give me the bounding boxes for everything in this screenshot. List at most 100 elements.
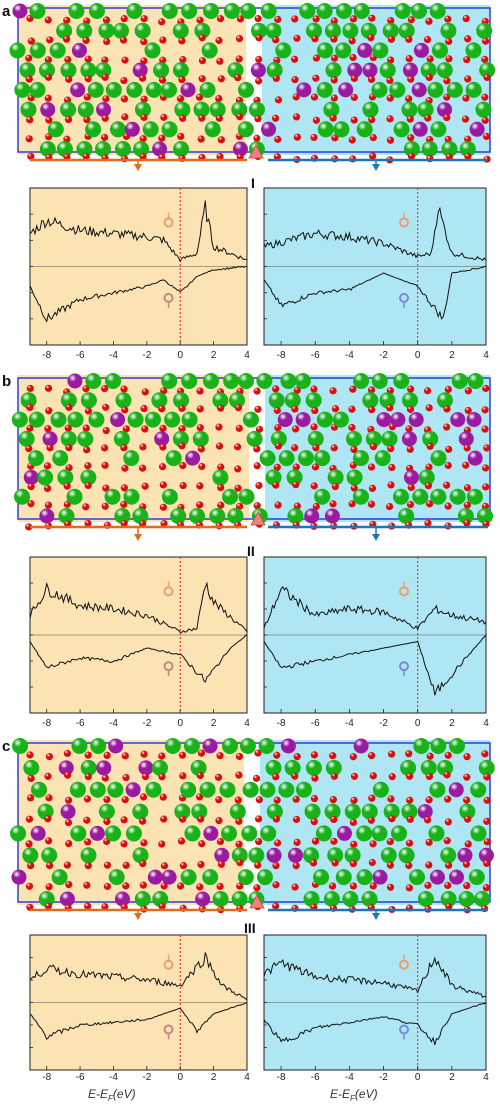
x-tick-label: -4 — [345, 718, 354, 729]
atom-small — [483, 796, 491, 804]
atom-small — [329, 752, 337, 760]
atom-large — [76, 22, 93, 39]
atom-small — [45, 407, 53, 415]
atom-large — [123, 450, 140, 467]
atom-small — [328, 882, 337, 890]
x-tick-label: 4 — [244, 350, 250, 361]
atom-small — [387, 56, 395, 64]
atom-small — [312, 74, 320, 82]
atom-large — [398, 847, 415, 864]
atom-small — [158, 405, 166, 413]
x-tick-label: 4 — [244, 718, 250, 729]
atom-small — [83, 795, 92, 803]
x-tick-label: -8 — [277, 350, 286, 361]
atom-large — [333, 121, 350, 138]
atom-small — [272, 36, 280, 44]
atom-small — [26, 794, 35, 802]
atom-large — [383, 803, 400, 820]
atom-small — [25, 882, 34, 890]
x-tick-label: -2 — [379, 718, 388, 729]
atom-large — [80, 847, 97, 864]
atom-large — [303, 847, 320, 864]
atom-small — [462, 461, 470, 469]
atom-large — [227, 508, 244, 524]
atom-large — [31, 781, 48, 798]
atom-large — [37, 469, 54, 486]
atom-large — [440, 22, 457, 39]
atom-large — [199, 781, 216, 798]
atom-small — [217, 483, 225, 492]
atom-small — [160, 882, 168, 890]
atom-small — [443, 481, 451, 489]
atom-small — [330, 772, 339, 780]
atom-small — [481, 37, 490, 45]
atom-small — [82, 424, 90, 432]
atom-small — [291, 76, 299, 84]
x-tick-label: -6 — [311, 718, 320, 729]
atom-small — [310, 818, 318, 826]
atom-small — [139, 464, 147, 472]
atom-small — [292, 425, 300, 433]
atom-small — [179, 114, 187, 122]
left-arrow-head — [134, 534, 142, 541]
atom-small — [217, 404, 225, 412]
atom-small — [274, 96, 283, 104]
dos-series-spin-up — [29, 200, 248, 263]
atom-small — [27, 500, 35, 508]
x-tick-label: -4 — [345, 1072, 354, 1083]
atom-small — [330, 54, 339, 62]
atom-small — [140, 57, 148, 65]
atom-small — [406, 815, 414, 823]
atom-small — [44, 16, 52, 24]
atom-small — [388, 815, 396, 823]
atom-small — [215, 817, 223, 825]
x-tick-label: -2 — [142, 350, 151, 361]
structure-b — [11, 373, 494, 541]
atom-small — [254, 15, 262, 23]
atom-small — [482, 384, 490, 393]
atom-small — [386, 94, 394, 102]
atom-large — [379, 62, 396, 79]
atom-medium — [40, 102, 56, 118]
atom-medium — [466, 412, 482, 428]
atom-small — [310, 133, 318, 142]
dos-plot-a-left: -8 -6 -4 -2 0 2 4 — [29, 187, 250, 361]
atom-small — [120, 76, 128, 85]
atom-large — [153, 62, 170, 79]
atom-small — [367, 816, 375, 824]
atom-large — [417, 101, 434, 118]
atom-large — [468, 869, 485, 886]
atom-large — [437, 759, 454, 776]
atom-large — [313, 869, 330, 886]
atom-small — [101, 461, 109, 469]
atom-large — [449, 738, 466, 754]
atom-small — [463, 773, 471, 781]
atom-small — [425, 73, 433, 82]
atom-small — [445, 902, 453, 911]
panel-label-a: a — [2, 3, 11, 20]
atom-small — [44, 501, 53, 509]
atom-medium — [296, 82, 312, 98]
atom-large — [420, 759, 437, 776]
atom-small — [349, 385, 357, 393]
atom-small — [196, 387, 204, 395]
atom-large — [429, 781, 446, 798]
atom-small — [159, 443, 167, 451]
atom-large — [194, 22, 211, 39]
atom-small — [45, 116, 53, 124]
atom-small — [444, 461, 452, 470]
atom-small — [25, 75, 33, 83]
x-tick-label: -2 — [379, 350, 388, 361]
atom-small — [291, 883, 299, 891]
atom-small — [84, 772, 92, 781]
atom-small — [139, 135, 147, 143]
atom-small — [463, 56, 471, 64]
atom-small — [26, 14, 34, 23]
atom-small — [292, 93, 300, 101]
atom-small — [235, 771, 243, 779]
atom-large — [440, 847, 457, 864]
atom-medium — [147, 869, 163, 885]
structure-a — [9, 3, 496, 171]
atom-medium — [12, 3, 28, 19]
atom-large — [212, 469, 229, 486]
